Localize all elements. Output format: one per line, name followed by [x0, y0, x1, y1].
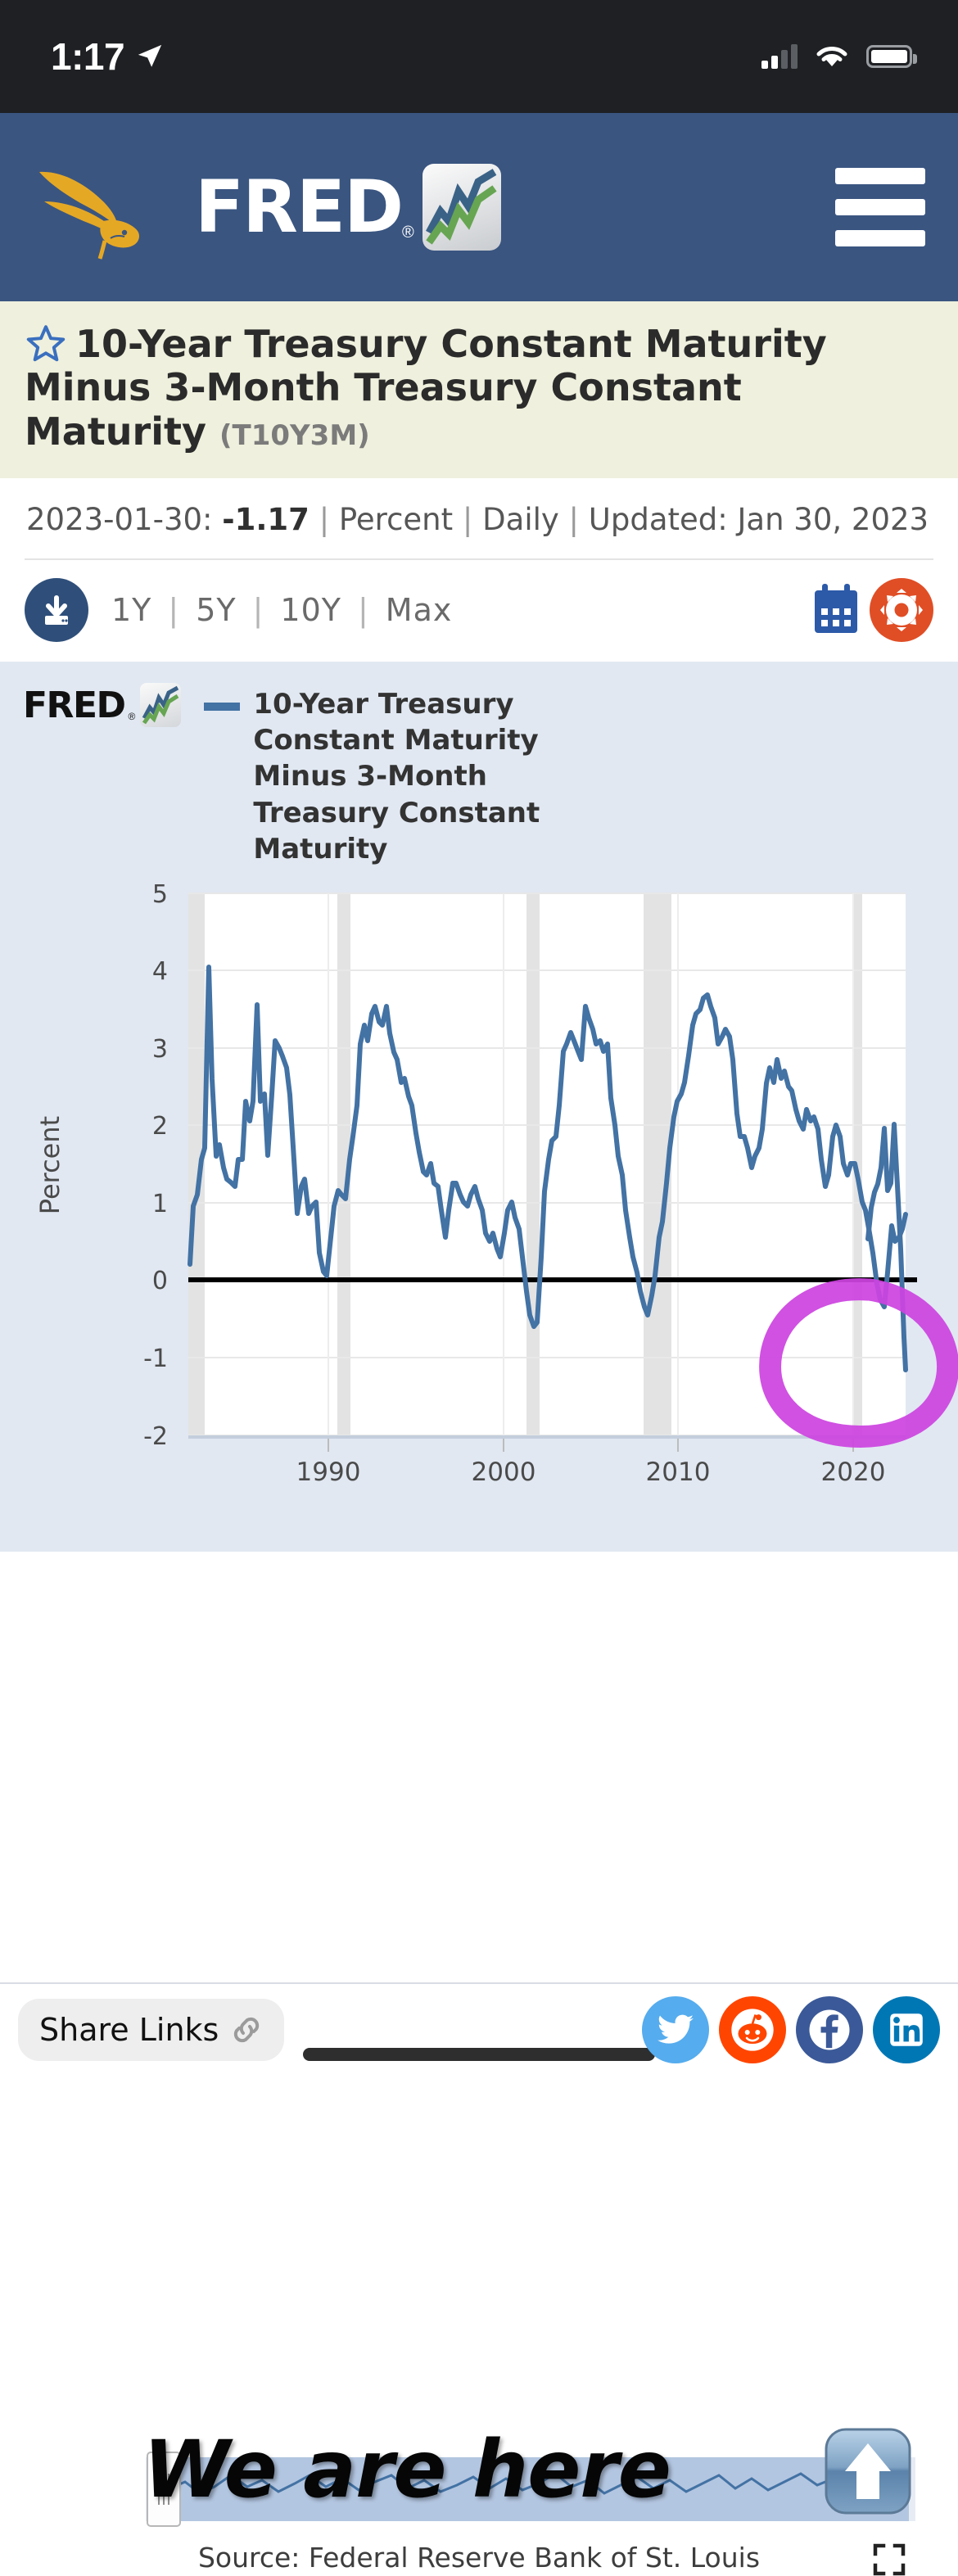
status-bar: 1:17: [0, 0, 958, 113]
battery-icon: [866, 45, 917, 68]
svg-text:3: 3: [152, 1035, 168, 1064]
svg-text:-1: -1: [143, 1344, 168, 1373]
svg-text:1990: 1990: [296, 1457, 361, 1487]
wifi-icon: [816, 47, 847, 66]
home-indicator: [303, 2048, 655, 2061]
fullscreen-expand-icon[interactable]: [873, 2543, 906, 2576]
svg-text:2: 2: [152, 1112, 168, 1141]
svg-text:0: 0: [152, 1267, 168, 1295]
range-link-5y[interactable]: 5Y: [196, 592, 237, 629]
series-id: (T10Y3M): [219, 418, 370, 452]
series-meta: 2023-01-30: -1.17 | Percent | Daily | Up…: [0, 478, 958, 558]
fred-wordmark[interactable]: FRED ®: [195, 164, 501, 251]
share-links-label: Share Links: [39, 2012, 219, 2048]
svg-text:2010: 2010: [646, 1457, 711, 1487]
range-sep-2: |: [252, 592, 264, 629]
range-link-10y[interactable]: 10Y: [280, 592, 341, 629]
link-chain-icon: [234, 2017, 260, 2043]
legend-color-swatch: [204, 703, 241, 712]
cellular-signal-icon: [761, 44, 798, 69]
range-sep-3: |: [357, 592, 369, 629]
twitter-share-icon[interactable]: [642, 1996, 709, 2063]
status-bar-left: 1:17: [51, 34, 164, 79]
hamburger-menu-icon[interactable]: [835, 168, 925, 246]
share-links-button[interactable]: Share Links: [18, 1999, 285, 2061]
chart-legend-entry: 10-Year Treasury Constant Maturity Minus…: [204, 686, 613, 867]
meta-sep-3: |: [568, 502, 580, 538]
meta-sep-2: |: [462, 502, 473, 538]
x-axis-tick-labels: 1990 2000 2010 2020: [296, 1457, 886, 1487]
range-sep-1: |: [168, 592, 180, 629]
series-line: [188, 964, 908, 1329]
series-title-band: 10-Year Treasury Constant Maturity Minus…: [0, 301, 958, 479]
chart-toolbar: 1Y | 5Y | 10Y | Max: [25, 558, 933, 662]
series-line-recent: [865, 1121, 908, 1372]
range-link-1y[interactable]: 1Y: [111, 592, 152, 629]
status-bar-right: [761, 43, 917, 70]
y-axis-label: Percent: [34, 1116, 66, 1214]
gear-icon[interactable]: [870, 578, 933, 643]
site-header: FRED ®: [0, 113, 958, 301]
status-time: 1:17: [51, 35, 125, 78]
meta-sep-1: |: [319, 502, 330, 538]
share-bar: Share Links: [0, 1982, 958, 2076]
social-share-icons: [642, 1996, 940, 2063]
svg-text:4: 4: [152, 957, 168, 986]
svg-text:1: 1: [152, 1190, 168, 1218]
fred-chart-tile-icon: [422, 164, 501, 251]
fred-logo-text: FRED: [195, 165, 404, 249]
star-outline-icon[interactable]: [25, 323, 67, 364]
updated-label: Updated:: [588, 502, 728, 538]
chart-legend: FRED ® 10-Year Treasury Constant Maturit…: [0, 680, 958, 867]
reddit-share-icon[interactable]: [719, 1996, 786, 2063]
chart-source-text: Source: Federal Reserve Bank of St. Loui…: [197, 2542, 761, 2574]
plot-area[interactable]: 5 4 3 2 1 0 -1 -2 Percent: [0, 879, 958, 1501]
chart-tile-icon: [140, 683, 182, 728]
chart-fred-logo-text: FRED: [23, 684, 126, 726]
svg-text:2000: 2000: [472, 1457, 536, 1487]
range-link-max[interactable]: Max: [385, 592, 453, 629]
observation-value: -1.17: [222, 502, 310, 538]
registered-mark: ®: [402, 224, 414, 242]
svg-text:-2: -2: [143, 1422, 168, 1451]
chart-panel: FRED ® 10-Year Treasury Constant Maturit…: [0, 662, 958, 2576]
series-title-text: 10-Year Treasury Constant Maturity Minus…: [25, 322, 827, 454]
range-selector-links: 1Y | 5Y | 10Y | Max: [111, 592, 452, 628]
series-frequency: Daily: [482, 502, 559, 538]
observation-date: 2023-01-30:: [26, 502, 213, 538]
linkedin-share-icon[interactable]: [873, 1996, 940, 2063]
page-title: 10-Year Treasury Constant Maturity Minus…: [25, 322, 933, 454]
updated-value: Jan 30, 2023: [737, 502, 929, 538]
svg-text:5: 5: [152, 880, 168, 909]
toolbar-right: [811, 578, 933, 643]
y-axis-ticks: 5 4 3 2 1 0 -1 -2: [143, 880, 168, 1451]
chart-fred-logo: FRED ®: [23, 683, 182, 728]
up-arrow-button-icon: [825, 2428, 911, 2515]
chart-svg: 5 4 3 2 1 0 -1 -2 Percent: [34, 880, 917, 1487]
facebook-share-icon[interactable]: [796, 1996, 863, 2063]
location-arrow-icon: [138, 44, 162, 67]
series-units: Percent: [338, 502, 454, 538]
calendar-icon[interactable]: [811, 583, 861, 637]
eagle-logo-icon: [39, 171, 139, 260]
download-icon[interactable]: [25, 578, 88, 643]
range-selector[interactable]: [146, 2451, 915, 2529]
legend-series-label: 10-Year Treasury Constant Maturity Minus…: [253, 688, 540, 865]
chart-fred-registered: ®: [128, 711, 136, 723]
svg-text:2020: 2020: [821, 1457, 886, 1487]
chart-source-row: Source: Federal Reserve Bank of St. Loui…: [0, 2542, 958, 2576]
